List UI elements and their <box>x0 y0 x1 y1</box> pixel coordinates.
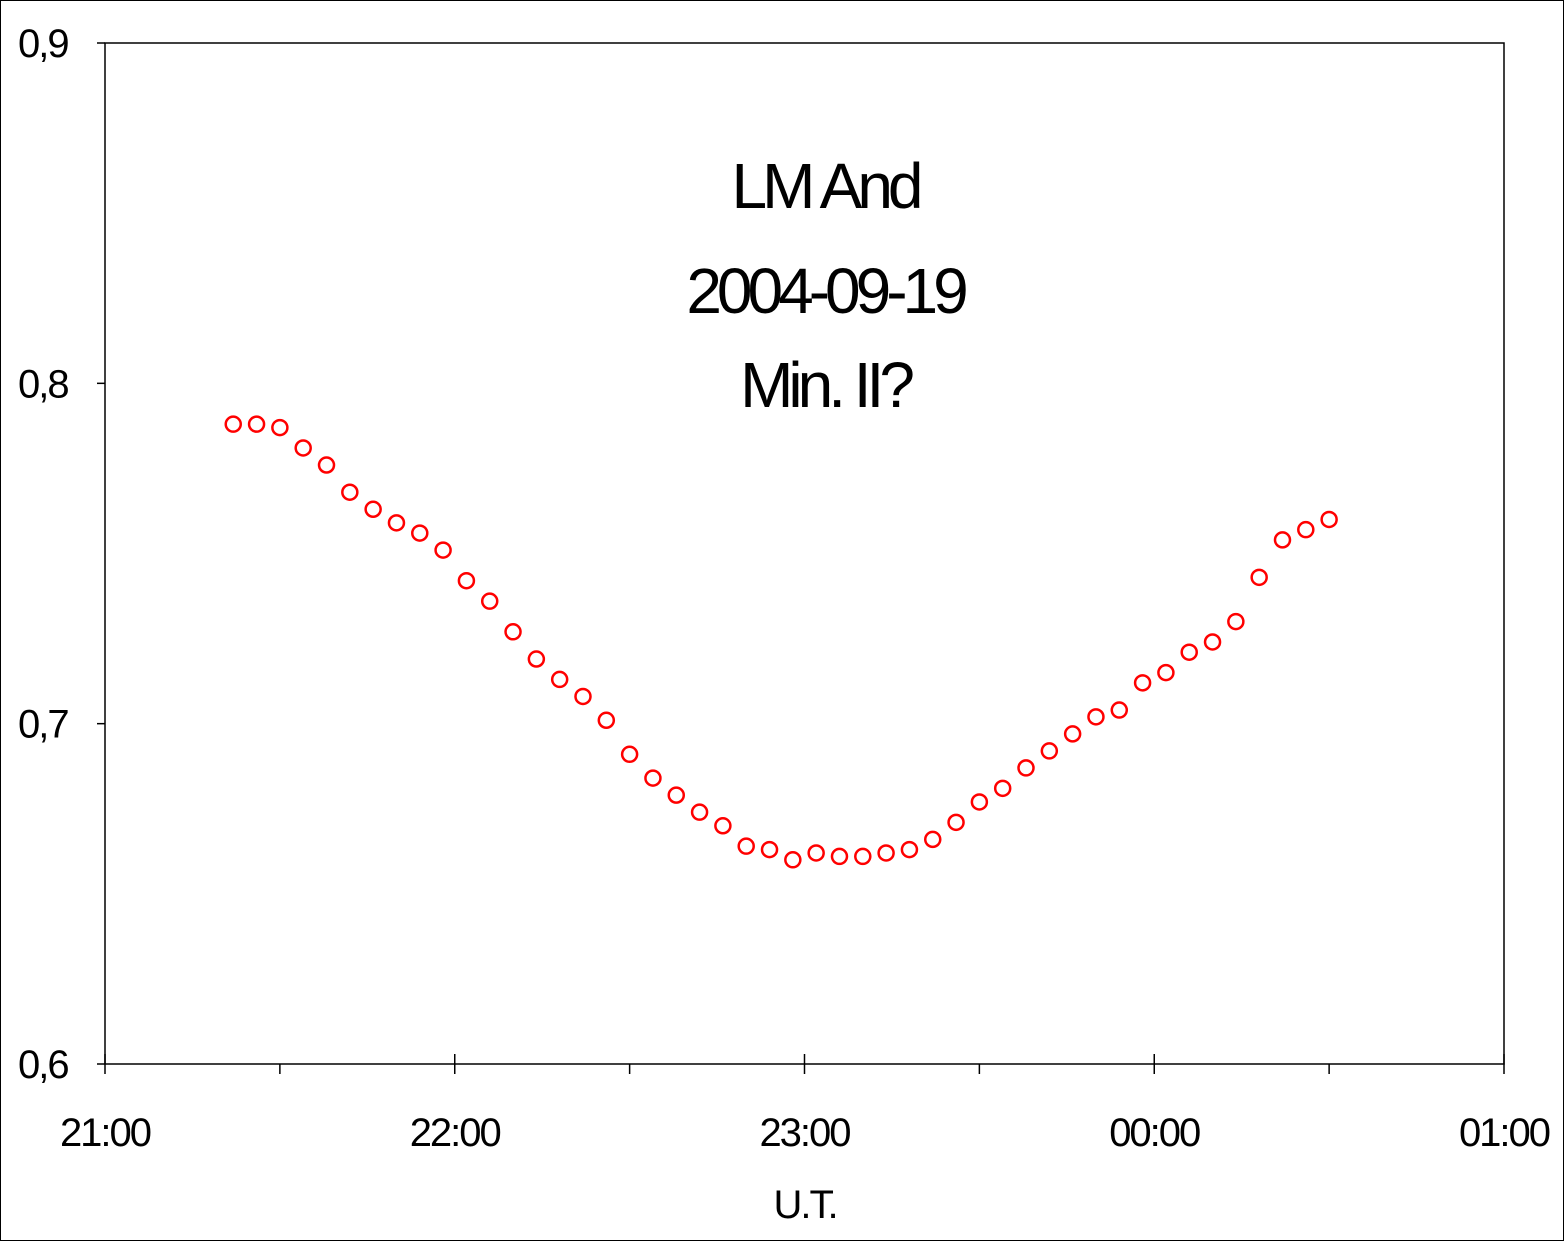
data-point <box>527 650 546 668</box>
data-points <box>224 415 1338 869</box>
data-point <box>1017 759 1035 777</box>
data-point <box>1133 674 1152 692</box>
data-point <box>294 439 312 457</box>
data-point <box>1063 725 1082 743</box>
title-line-3: Min. II? <box>740 349 913 421</box>
data-point <box>411 524 429 542</box>
data-point <box>1203 633 1222 651</box>
x-tick-label: 01:00 <box>1459 1111 1550 1155</box>
data-point <box>714 817 732 835</box>
data-point <box>690 803 709 821</box>
y-tick-label: 0,6 <box>18 1043 68 1087</box>
data-point <box>1320 510 1338 529</box>
chart-title: LM And 2004-09-19 Min. II? <box>686 150 971 421</box>
data-point <box>993 779 1012 798</box>
data-point <box>550 670 569 689</box>
x-tick-label: 22:00 <box>410 1111 501 1155</box>
x-tick-label: 00:00 <box>1109 1111 1200 1155</box>
data-point <box>1110 701 1129 719</box>
y-axis-ticks: 0,6 0,7 0,8 0,9 <box>18 22 105 1087</box>
data-point <box>1227 612 1245 631</box>
x-axis-ticks: 21:00 22:00 23:00 00:00 01:00 <box>60 1054 1552 1155</box>
data-point <box>854 847 872 866</box>
data-point <box>1157 663 1175 682</box>
data-point <box>877 844 895 862</box>
data-point <box>1087 708 1105 726</box>
data-point <box>970 793 989 811</box>
y-tick-label: 0,7 <box>18 703 68 747</box>
data-point <box>737 837 755 855</box>
data-point <box>784 851 802 869</box>
data-point <box>644 769 662 787</box>
data-point <box>457 571 476 590</box>
data-point <box>480 592 499 610</box>
data-point <box>504 623 522 641</box>
title-line-1: LM And <box>731 150 919 222</box>
data-point <box>597 711 616 730</box>
x-tick-label: 21:00 <box>60 1111 151 1155</box>
data-point <box>317 456 336 474</box>
data-point <box>760 840 779 859</box>
data-point <box>434 541 452 559</box>
title-line-2: 2004-09-19 <box>686 255 966 327</box>
data-point <box>947 813 965 832</box>
data-point <box>364 500 382 519</box>
data-point <box>1250 568 1268 587</box>
data-point <box>271 418 289 437</box>
data-point <box>1273 531 1292 549</box>
y-tick-label: 0,8 <box>18 362 68 406</box>
data-point <box>1040 742 1059 760</box>
data-point <box>387 514 406 532</box>
x-tick-label: 23:00 <box>759 1111 850 1155</box>
data-point <box>807 844 825 862</box>
data-point <box>900 840 919 859</box>
data-point <box>1297 520 1315 539</box>
data-point <box>247 415 266 433</box>
data-point <box>224 415 242 433</box>
data-point <box>341 483 359 501</box>
data-point <box>620 745 639 764</box>
data-point <box>574 687 592 706</box>
y-tick-label: 0,9 <box>18 22 68 66</box>
data-point <box>830 847 849 866</box>
data-point <box>923 830 942 849</box>
data-point <box>667 786 686 804</box>
data-point <box>1180 643 1198 661</box>
x-axis-title: U.T. <box>773 1183 836 1227</box>
